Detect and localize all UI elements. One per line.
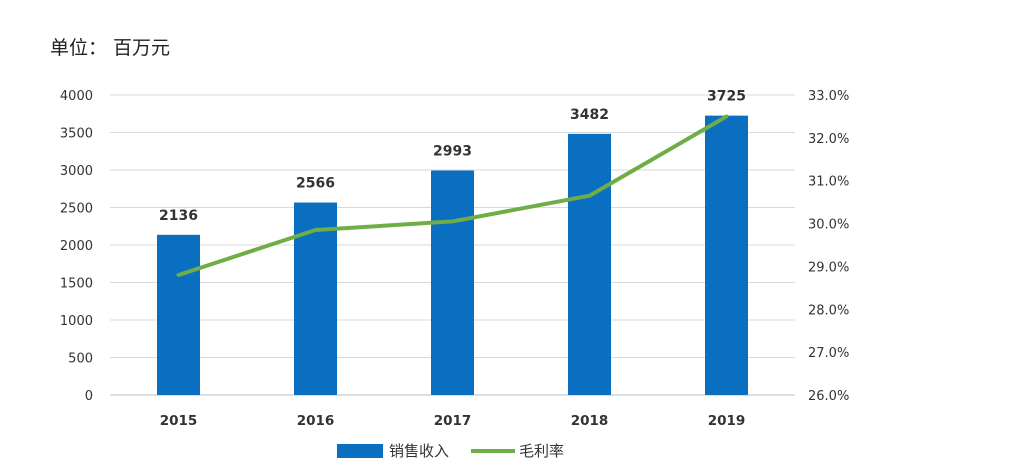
left-tick-label: 0 — [85, 389, 93, 404]
unit-label: 单位： 百万元 — [50, 37, 171, 59]
bar-value-label: 2136 — [159, 208, 198, 224]
right-tick-label: 27.0% — [808, 346, 849, 361]
right-tick-label: 31.0% — [808, 175, 849, 190]
legend-bar-label: 销售收入 — [389, 442, 449, 460]
left-axis-ticks: 0 500 1000 1500 2000 2500 3000 3500 4000 — [60, 89, 93, 404]
x-tick-label: 2019 — [708, 413, 746, 429]
right-axis-ticks: 26.0% 27.0% 28.0% 29.0% 30.0% 31.0% 32.0% 33.0% — [808, 89, 849, 404]
left-tick-label: 3500 — [60, 127, 93, 142]
right-tick-label: 29.0% — [808, 260, 849, 275]
bar — [568, 133, 611, 395]
left-tick-label: 1500 — [60, 277, 93, 292]
bar — [431, 170, 474, 395]
bar-value-label: 3725 — [707, 89, 746, 105]
left-tick-label: 2000 — [60, 239, 93, 254]
line-point — [177, 273, 180, 277]
right-tick-label: 32.0% — [808, 132, 849, 147]
bar-data-labels: 2136 2566 2993 3482 3725 — [159, 89, 746, 224]
bar-value-label: 2993 — [433, 144, 472, 160]
bar-value-label: 2566 — [296, 176, 335, 192]
legend-line-label: 毛利率 — [519, 442, 564, 460]
bar — [157, 234, 200, 395]
left-tick-label: 500 — [68, 352, 93, 367]
right-tick-label: 33.0% — [808, 89, 849, 104]
right-tick-label: 30.0% — [808, 218, 849, 233]
line-point — [314, 228, 317, 232]
x-axis-ticks: 2015 2016 2017 2018 2019 — [160, 413, 746, 429]
right-tick-label: 26.0% — [808, 389, 849, 404]
bar-value-label: 3482 — [570, 107, 609, 123]
line-point — [588, 194, 591, 198]
left-tick-label: 2500 — [60, 202, 93, 217]
line-series — [176, 114, 729, 277]
left-tick-label: 3000 — [60, 164, 93, 179]
left-tick-label: 1000 — [60, 314, 93, 329]
legend-bar-swatch — [337, 444, 383, 458]
bar — [705, 115, 748, 395]
x-tick-label: 2017 — [434, 413, 472, 429]
x-tick-label: 2016 — [297, 413, 335, 429]
line-point — [725, 114, 728, 118]
line-point — [451, 219, 454, 223]
legend: 销售收入 毛利率 — [337, 442, 564, 460]
left-tick-label: 4000 — [60, 89, 93, 104]
x-tick-label: 2018 — [571, 413, 609, 429]
x-tick-label: 2015 — [160, 413, 198, 429]
right-tick-label: 28.0% — [808, 303, 849, 318]
